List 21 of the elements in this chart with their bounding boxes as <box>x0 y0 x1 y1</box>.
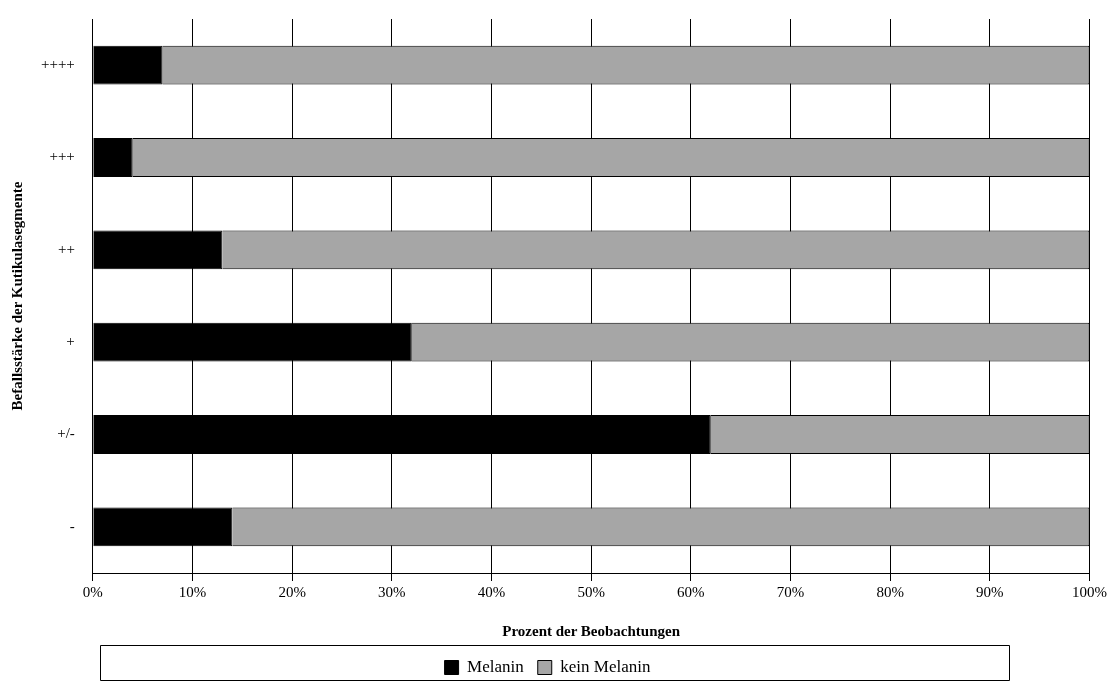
x-tick-label: 10% <box>178 583 207 600</box>
x-tick-label: 20% <box>278 583 306 600</box>
y-tick-label: ++ <box>57 240 75 257</box>
legend-label: Melanin <box>467 656 525 676</box>
x-tick-label: 0% <box>82 583 103 600</box>
y-tick-label: - <box>69 517 75 534</box>
y-tick-label: ++++ <box>40 56 75 73</box>
legend-label: kein Melanin <box>560 656 651 676</box>
y-tick-label: + <box>66 333 75 350</box>
x-tick-label: 100% <box>1072 583 1107 600</box>
x-tick-label: 50% <box>577 583 605 600</box>
x-tick-label: 60% <box>677 583 705 600</box>
x-tick-label: 90% <box>976 583 1004 600</box>
x-tick-label: 40% <box>477 583 506 600</box>
y-tick-label: +++ <box>49 148 75 165</box>
x-axis-title: Prozent der Beobachtungen <box>502 622 681 639</box>
x-tick-label: 70% <box>776 583 805 600</box>
y-tick-label: +/- <box>57 425 75 442</box>
y-axis-title: Befallsstärke der Kutikulasegmente <box>8 181 25 411</box>
x-tick-label: 30% <box>378 583 406 600</box>
x-tick-label: 80% <box>876 583 904 600</box>
